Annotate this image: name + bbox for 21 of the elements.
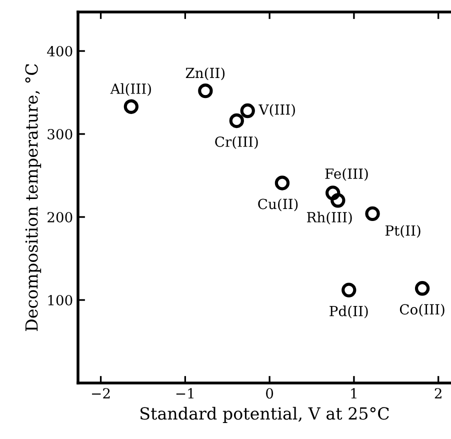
y-tick-label: 100 bbox=[48, 294, 72, 306]
y-tick-label: 300 bbox=[48, 128, 72, 140]
annotation: Cu(II) bbox=[258, 198, 298, 212]
annotation: Co(III) bbox=[400, 304, 444, 317]
annotation: Cr(III) bbox=[215, 136, 258, 149]
x-tick-label: 1 bbox=[351, 388, 356, 398]
y-tick-label: 400 bbox=[47, 46, 72, 56]
annotation: Zn(II) bbox=[186, 67, 225, 80]
x-tick-label: −2 bbox=[92, 388, 110, 398]
x-tick-label: 0 bbox=[266, 388, 274, 399]
annotation: Fe(III) bbox=[325, 168, 368, 181]
annotation: Pd(II) bbox=[330, 306, 368, 318]
y-axis-title: Decomposition temperature, °C bbox=[25, 64, 42, 331]
annotation: V(III) bbox=[258, 104, 295, 117]
x-axis-title: Standard potential, V at 25°C bbox=[140, 406, 389, 423]
x-tick-label: 2 bbox=[434, 388, 442, 398]
annotation: Rh(III) bbox=[307, 212, 352, 224]
y-tick-label: 200 bbox=[48, 212, 72, 222]
x-tick-label: −1 bbox=[176, 388, 194, 398]
annotation: Al(III) bbox=[110, 83, 151, 96]
annotation: Pt(II) bbox=[385, 225, 420, 238]
